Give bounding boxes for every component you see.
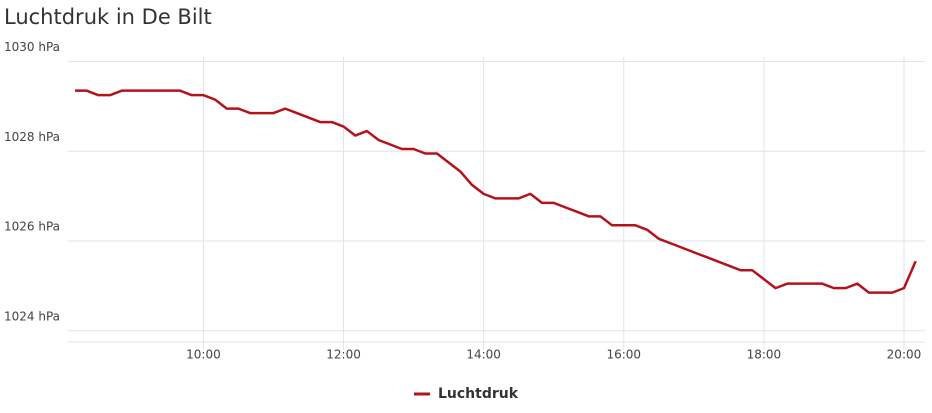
- line: [75, 89, 917, 294]
- y-tick-label: 1026 hPa: [4, 220, 60, 234]
- y-tick-label: 1030 hPa: [4, 40, 60, 54]
- x-tick-label: 14:00: [466, 348, 501, 362]
- legend-label: Luchtdruk: [438, 386, 519, 402]
- x-tick-label: 10:00: [186, 348, 221, 362]
- x-tick-label: 20:00: [887, 348, 922, 362]
- x-tick-label: 18:00: [747, 348, 782, 362]
- y-tick-label: 1024 hPa: [4, 309, 60, 323]
- chart-title: Luchtdruk in De Bilt: [4, 5, 212, 29]
- x-tick-label: 12:00: [326, 348, 361, 362]
- y-tick-label: 1028 hPa: [4, 130, 60, 144]
- x-tick-label: 16:00: [606, 348, 641, 362]
